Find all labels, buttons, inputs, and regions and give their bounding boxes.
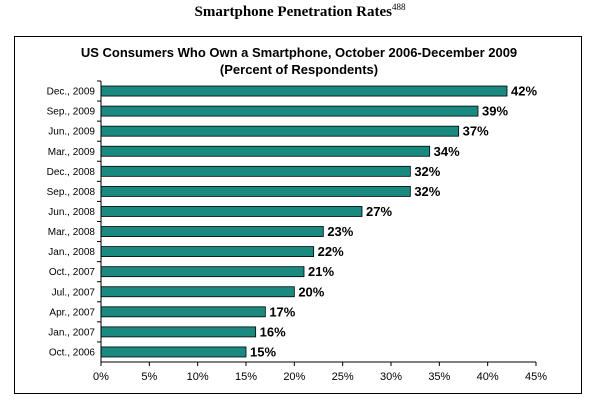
chart-title: US Consumers Who Own a Smartphone, Octob… [81,45,517,60]
data-label: 32% [414,184,440,199]
data-label: 22% [318,244,344,259]
bar [100,165,411,177]
x-tick-label: 0% [93,371,109,383]
chart-subtitle: (Percent of Respondents) [220,62,378,77]
x-tick-label: 30% [380,371,402,383]
data-label: 21% [308,264,334,279]
category-label: Jan., 2007 [48,327,95,338]
bar [100,206,363,217]
data-label: 20% [298,284,324,299]
data-label: 34% [434,144,460,159]
bar-group: Dec., 2009 42% Sep., 2009 39% Jun., 2009 37% M… [47,84,538,360]
x-tick-label: 45% [525,371,547,383]
data-label: 16% [260,324,286,339]
bar [100,286,295,298]
data-label: 27% [366,204,392,219]
category-label: Jul., 2007 [52,287,96,298]
bar [100,85,508,97]
bar-chart: US Consumers Who Own a Smartphone, Octob… [47,45,548,383]
x-tick-label: 10% [187,371,209,383]
data-label: 42% [511,84,537,99]
x-tick-label: 40% [477,371,499,383]
x-tick-label: 5% [141,371,157,383]
category-label: Jun., 2009 [48,127,95,138]
bar [100,346,247,358]
category-label: Sep., 2009 [47,107,96,118]
footnote-marker: 488 [391,2,406,12]
page-heading-text: Smartphone Penetration Rates [194,4,392,20]
x-tick-label: 20% [283,371,305,383]
bar [100,185,411,197]
x-tick-label: 35% [428,371,450,383]
data-label: 39% [482,104,508,119]
category-label: Sep., 2008 [47,187,96,198]
category-label: Oct., 2007 [49,267,96,278]
category-label: Dec., 2009 [47,87,96,98]
chart-frame: US Consumers Who Own a Smartphone, Octob… [14,36,582,394]
category-label: Apr., 2007 [49,307,95,318]
category-label: Jan., 2008 [48,247,95,258]
data-label: 15% [250,344,276,359]
x-tick-label: 25% [332,371,354,383]
data-label: 17% [269,304,295,319]
data-label: 32% [414,164,440,179]
bar [100,306,266,318]
axes-group: 0% 5% 10% 15% 20% 25% 30% 35% 40% 45% [93,80,547,383]
bar [100,125,460,137]
bar [100,266,305,278]
bar [100,105,479,117]
bar [100,226,324,237]
bar [100,246,315,258]
page-heading: Smartphone Penetration Rates488 [0,2,600,21]
bar [100,326,257,338]
category-label: Jun., 2008 [48,207,95,218]
x-tick-label: 15% [235,371,257,383]
category-label: Dec., 2008 [47,167,96,178]
category-label: Mar., 2008 [48,227,96,238]
data-label: 37% [463,124,489,139]
bar [100,145,431,157]
category-label: Mar., 2009 [48,147,96,158]
data-label: 23% [327,224,353,239]
category-label: Oct., 2006 [49,347,96,358]
